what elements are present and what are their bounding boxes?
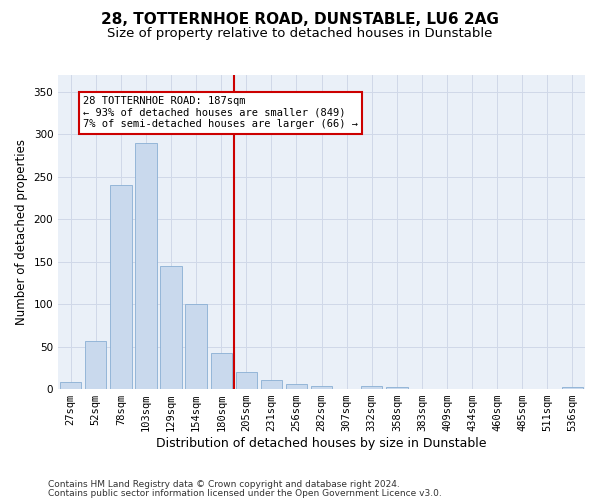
- Bar: [311, 386, 332, 389]
- Bar: [185, 304, 207, 389]
- X-axis label: Distribution of detached houses by size in Dunstable: Distribution of detached houses by size …: [157, 437, 487, 450]
- Y-axis label: Number of detached properties: Number of detached properties: [15, 139, 28, 325]
- Bar: [562, 386, 583, 389]
- Bar: [110, 186, 131, 389]
- Text: 28 TOTTERNHOE ROAD: 187sqm
← 93% of detached houses are smaller (849)
7% of semi: 28 TOTTERNHOE ROAD: 187sqm ← 93% of deta…: [83, 96, 358, 130]
- Text: Size of property relative to detached houses in Dunstable: Size of property relative to detached ho…: [107, 28, 493, 40]
- Bar: [85, 340, 106, 389]
- Bar: [60, 382, 82, 389]
- Bar: [261, 380, 282, 389]
- Text: 28, TOTTERNHOE ROAD, DUNSTABLE, LU6 2AG: 28, TOTTERNHOE ROAD, DUNSTABLE, LU6 2AG: [101, 12, 499, 28]
- Bar: [286, 384, 307, 389]
- Bar: [211, 354, 232, 389]
- Bar: [160, 266, 182, 389]
- Bar: [136, 143, 157, 389]
- Bar: [361, 386, 382, 389]
- Text: Contains HM Land Registry data © Crown copyright and database right 2024.: Contains HM Land Registry data © Crown c…: [48, 480, 400, 489]
- Bar: [386, 386, 407, 389]
- Text: Contains public sector information licensed under the Open Government Licence v3: Contains public sector information licen…: [48, 489, 442, 498]
- Bar: [236, 372, 257, 389]
